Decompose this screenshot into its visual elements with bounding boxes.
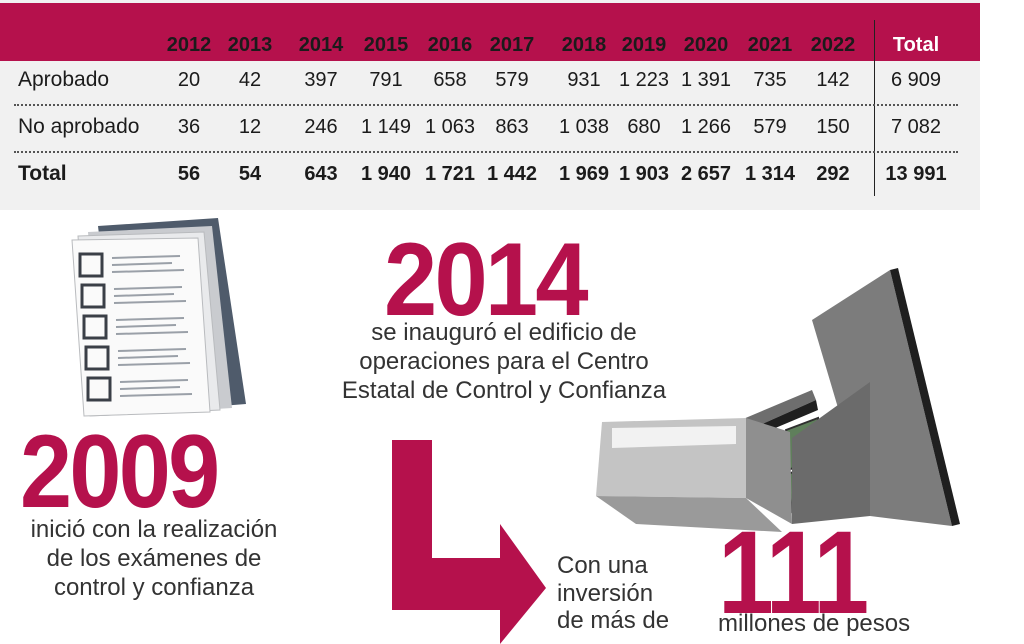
table-cell: 2 657	[680, 163, 732, 185]
row-label: Total	[18, 162, 67, 185]
column-header: 2014	[298, 34, 344, 56]
table-cell: 1 940	[360, 163, 412, 185]
row-label: No aprobado	[18, 115, 140, 138]
table-cell: 150	[816, 116, 850, 138]
table-cell: 579	[753, 116, 787, 138]
table-cell: 1 391	[680, 69, 732, 91]
table-cell: 1 038	[558, 116, 610, 138]
caption-line: Estatal de Control y Confianza	[341, 376, 667, 404]
table-cell: 735	[753, 69, 787, 91]
investment-intro: Con una inversión de más de	[557, 552, 707, 635]
table-cell: 680	[627, 116, 661, 138]
table-cell: 292	[816, 163, 850, 185]
table-cell: 579	[495, 69, 529, 91]
table-cell-total: 7 082	[890, 116, 942, 138]
row-separator	[14, 151, 958, 153]
table-cell: 1 149	[360, 116, 412, 138]
table-cell: 658	[433, 69, 467, 91]
caption-line: inició con la realización	[30, 516, 278, 543]
column-header: 2021	[747, 34, 793, 56]
table-cell: 1 314	[744, 163, 796, 185]
table-cell: 1 721	[424, 163, 476, 185]
table-cell: 1 903	[618, 163, 670, 185]
arrow-down-right-icon	[392, 440, 546, 644]
column-header: 2019	[621, 34, 667, 56]
results-table: 2012 2013 2014 2015 2016 2017 2018 2019 …	[0, 0, 980, 210]
table-cell: 791	[369, 69, 403, 91]
table-cell: 1 969	[558, 163, 610, 185]
year-2009-heading: 2009	[20, 414, 220, 530]
column-header: 2012	[166, 34, 212, 56]
table-cell: 863	[495, 116, 529, 138]
caption-line: se inauguró el edificio de	[371, 319, 637, 346]
column-header: 2020	[683, 34, 729, 56]
milestone-2009-caption: inició con la realización de los exámene…	[8, 516, 300, 602]
table-cell: 12	[238, 116, 262, 138]
table-cell: 56	[177, 163, 201, 185]
table-cell: 931	[567, 69, 601, 91]
table-cell: 54	[238, 163, 262, 185]
caption-line: de los exámenes de	[46, 544, 262, 572]
building-illustration	[596, 268, 960, 532]
milestone-2014-caption: se inauguró el edificio de operaciones p…	[318, 319, 690, 405]
table-header-bar	[0, 3, 980, 61]
table-cell: 1 063	[424, 116, 476, 138]
table-cell: 397	[304, 69, 338, 91]
table-cell: 42	[238, 69, 262, 91]
caption-line: operaciones para el Centro	[359, 347, 649, 375]
table-cell-total: 13 991	[885, 163, 947, 185]
table-cell: 643	[304, 163, 338, 185]
column-header: 2022	[810, 34, 856, 56]
table-cell: 36	[177, 116, 201, 138]
investment-line: Con una	[557, 552, 648, 579]
table-cell: 142	[816, 69, 850, 91]
total-column-divider	[874, 20, 875, 196]
column-header: 2017	[489, 34, 535, 56]
investment-line: inversión	[557, 579, 654, 607]
column-header-total: Total	[892, 34, 940, 56]
column-header: 2013	[227, 34, 273, 56]
table-cell: 1 223	[618, 69, 670, 91]
investment-amount: 111	[718, 507, 869, 639]
table-cell: 1 266	[680, 116, 732, 138]
column-header: 2015	[363, 34, 409, 56]
table-cell-total: 6 909	[890, 69, 942, 91]
column-header: 2016	[427, 34, 473, 56]
checklist-documents-icon	[71, 218, 246, 417]
table-cell: 20	[177, 69, 201, 91]
investment-unit: millones de pesos	[718, 610, 911, 637]
row-separator	[14, 104, 958, 106]
year-2014-heading: 2014	[384, 222, 589, 338]
column-header: 2018	[561, 34, 607, 56]
caption-line: control y confianza	[53, 573, 255, 601]
investment-line: de más de	[557, 607, 670, 635]
table-cell: 1 442	[486, 163, 538, 185]
table-cell: 246	[304, 116, 338, 138]
row-label: Aprobado	[18, 68, 110, 91]
